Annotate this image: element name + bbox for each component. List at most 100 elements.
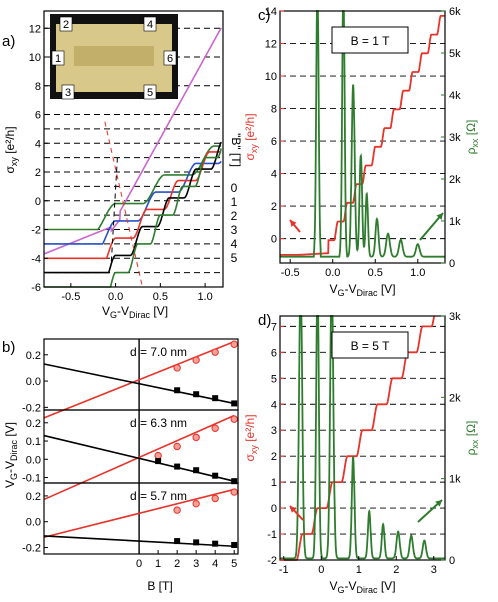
c-y2label-part: ρ <box>464 147 478 154</box>
c-y2-tick-label: 2k <box>449 174 461 186</box>
c-x-tick-label: 1.0 <box>410 267 425 279</box>
panel-a-label: a) <box>2 33 15 50</box>
b-ylabel-part: [V] <box>3 422 17 440</box>
d-y2label-part: ρ <box>464 448 478 455</box>
c-xlabel-part: V <box>329 282 337 296</box>
a-x-tick-label: -0.5 <box>61 291 80 303</box>
a-y-tick-label: 8 <box>35 81 41 93</box>
b-thickness-label: d = 6.3 nm <box>130 416 187 430</box>
a-ylabel-part: [e²/h] <box>3 126 17 157</box>
a-series-0 <box>43 27 222 255</box>
c-xlabel-part: Dirac <box>357 288 379 298</box>
d-y-tick-label: 5 <box>271 373 277 385</box>
a-legend-entry: 5 <box>231 251 238 265</box>
d-y-tick-label: 1 <box>271 477 277 489</box>
c-y-tick-label: 4 <box>271 169 277 181</box>
a-legend-entry: 0 <box>231 181 238 195</box>
d-x-tick-label: 2 <box>393 564 399 576</box>
a-ylabel: σxy [e²/h] <box>3 126 19 173</box>
b-point-black <box>174 538 181 545</box>
d-y-tick-label: 7 <box>271 321 277 333</box>
b-ylabel-part: -V <box>3 461 17 473</box>
d-ylabel-part: [e²/h] <box>243 414 257 445</box>
b-y-tick-label: 0.2 <box>26 350 41 362</box>
b-ylabel-part: Dirac <box>9 439 19 461</box>
a-y-tick-label: -2 <box>31 225 41 237</box>
b-point-red <box>211 348 219 356</box>
c-y-tick-label: 8 <box>271 104 277 116</box>
b-point-red <box>211 494 219 503</box>
a-legend-entry: 4 <box>231 237 238 251</box>
panel-b: 0.2 0.0 -0.2 d = 7.0 nm 0.2 0.1 0.0 -0.1 d = 6.3… <box>3 338 239 593</box>
d-field-box <box>331 331 409 359</box>
a-y-tick-label: 4 <box>35 138 41 150</box>
c-field-box <box>331 26 409 54</box>
a-inset-contact-box <box>143 16 157 32</box>
a-y-tick-label: 6 <box>35 110 41 122</box>
a-series-4 <box>44 141 222 274</box>
d-y2-tick-label: 1k <box>449 474 461 486</box>
a-inset-contact-label: 5 <box>147 87 153 99</box>
a-inset-contact-label: 3 <box>65 87 71 99</box>
c-x-tick-label: 0.5 <box>368 267 383 279</box>
c-arrow-head <box>436 213 443 220</box>
d-x-tick-label: 3 <box>431 564 437 576</box>
c-ylabel-part: xy <box>249 144 259 154</box>
b-point-black <box>155 458 162 465</box>
panel-c: -0.5 0.0 0.5 1.0 0 2 4 6 8 10 12 14 0 1k 2k 3k 4k 5k 6k B =… <box>243 6 480 298</box>
d-field-label: B = 5 T <box>351 339 390 353</box>
c-y2-tick-label: 6k <box>449 6 461 18</box>
panel-d-label: d) <box>258 312 271 329</box>
c-y2label-part: xx <box>470 138 480 148</box>
b-point-red <box>230 488 238 496</box>
b-xlabel: B [T] <box>147 579 172 593</box>
b-point-black <box>212 472 219 479</box>
a-y-tick-label: 2 <box>35 167 41 179</box>
a-y-tick-label: 12 <box>29 23 41 35</box>
c-y2-tick-label: 5k <box>449 48 461 60</box>
b-point-red <box>230 415 238 423</box>
b-x-tick-label: 5 <box>231 558 237 570</box>
b-x-tick-label: 4 <box>212 558 218 570</box>
a-inset-contact-label: 4 <box>147 19 153 31</box>
d-y2-tick-label: 3k <box>449 311 461 323</box>
a-inset-contact-box <box>163 50 177 66</box>
a-guide-red <box>104 121 143 288</box>
a-series-1 <box>44 145 222 231</box>
c-field-label: B = 1 T <box>351 34 390 48</box>
d-ylabel-part: xy <box>249 445 259 455</box>
b-point-black <box>193 467 200 474</box>
d-y2label-part: xx <box>470 439 480 449</box>
b-x-tick-label: 2 <box>174 558 180 570</box>
c-arrow-head <box>290 220 297 227</box>
c-y-tick-label: 10 <box>265 71 277 83</box>
panel-c-label: c) <box>258 7 271 24</box>
b-fit-black <box>43 434 235 482</box>
c-y-tick-label: 6 <box>271 136 277 148</box>
d-arrow-head <box>435 500 442 507</box>
b-y-tick-label: 0.2 <box>26 418 41 430</box>
a-inset-contact-box <box>143 84 157 100</box>
a-x-tick-label: 1.0 <box>197 291 212 303</box>
a-inset-contact-label: 1 <box>55 53 61 65</box>
d-y-tick-label: 2 <box>271 451 277 463</box>
a-y-tick-label: -6 <box>31 282 41 294</box>
c-y-tick-label: 0 <box>271 234 277 246</box>
b-point-black <box>193 539 200 546</box>
c-y2label-part: [Ω] <box>464 120 478 139</box>
a-xlabel: VG-VDirac [V] <box>102 304 168 320</box>
a-series-2 <box>44 160 222 245</box>
a-x-tick-label: 0.0 <box>108 291 123 303</box>
a-xlabel-part: Dirac <box>129 310 151 320</box>
d-y2label-part: [Ω] <box>464 421 478 440</box>
b-point-black <box>231 400 238 407</box>
c-y2-tick-label: 3k <box>449 132 461 144</box>
a-ylabel-part: xy <box>9 157 19 167</box>
d-y2-tick-label: 2k <box>449 392 461 404</box>
a-inset-contact-box <box>61 84 75 100</box>
b-x-tick-label: 3 <box>193 558 199 570</box>
b-y-tick-label: 0.0 <box>26 517 41 529</box>
d-y-tick-label: 3 <box>271 425 277 437</box>
a-inset-contact-label: 6 <box>167 53 173 65</box>
b-point-black <box>231 478 238 485</box>
